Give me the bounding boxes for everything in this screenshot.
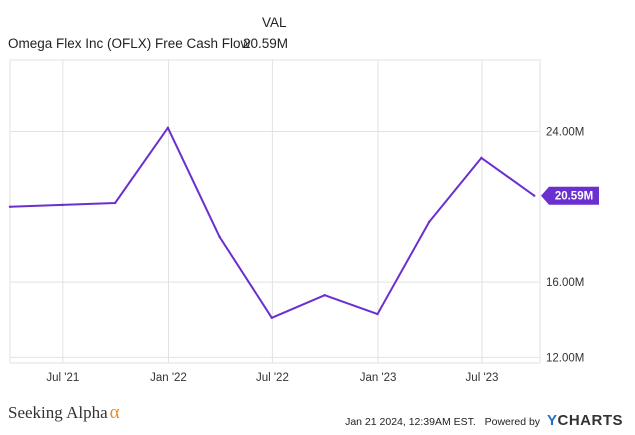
ycharts-logo[interactable]: YCHARTS [547, 412, 623, 429]
legend-series-value: 20.59M [243, 36, 289, 51]
x-tick-label: Jul '22 [256, 372, 289, 384]
data-point [533, 194, 536, 197]
data-point [113, 201, 117, 205]
data-point [166, 126, 170, 129]
timestamp: Jan 21 2024, 12:39AM EST. [345, 416, 476, 428]
data-point [480, 156, 483, 160]
data-point [323, 294, 326, 297]
alpha-symbol-icon: α [109, 402, 120, 423]
data-point [427, 220, 431, 224]
plot-frame [9, 59, 541, 364]
data-point [218, 235, 221, 239]
data-point [61, 203, 64, 207]
y-tick-label: 24.00M [546, 127, 584, 139]
y-tick-label: 12.00M [546, 352, 584, 364]
x-tick-label: Jan '22 [150, 372, 187, 384]
chart-footer-credits: Jan 21 2024, 12:39AM EST. Powered by YCH… [345, 412, 623, 429]
last-value-label: 20.59M [555, 191, 593, 203]
value-column-header: VAL [262, 15, 287, 30]
data-point [376, 312, 379, 316]
x-tick-label: Jul '21 [46, 372, 79, 384]
x-tick-label: Jul '23 [466, 372, 499, 384]
seeking-alpha-logo: Seeking Alpha α [8, 402, 120, 424]
last-value-badge: 20.59M [541, 186, 599, 205]
ycharts-text: CHARTS [557, 412, 623, 429]
seeking-alpha-text: Seeking Alpha [8, 403, 108, 422]
powered-by-label: Powered by [484, 416, 541, 428]
y-axis-ticks: 12.00M 16.00M 24.00M [546, 127, 584, 365]
data-point [8, 205, 12, 208]
last-value-badge-shape [541, 186, 599, 205]
x-tick-label: Jan '23 [360, 372, 397, 384]
y-tick-label: 16.00M [546, 277, 584, 289]
ycharts-y-icon: Y [546, 412, 558, 429]
chart-grid [9, 59, 541, 364]
data-point [270, 316, 274, 320]
x-axis-ticks: Jul '21 Jan '22 Jul '22 Jan '23 Jul '23 [46, 372, 498, 384]
series-layer [8, 126, 536, 320]
legend-series-name: Omega Flex Inc (OFLX) Free Cash Flow [8, 36, 251, 51]
